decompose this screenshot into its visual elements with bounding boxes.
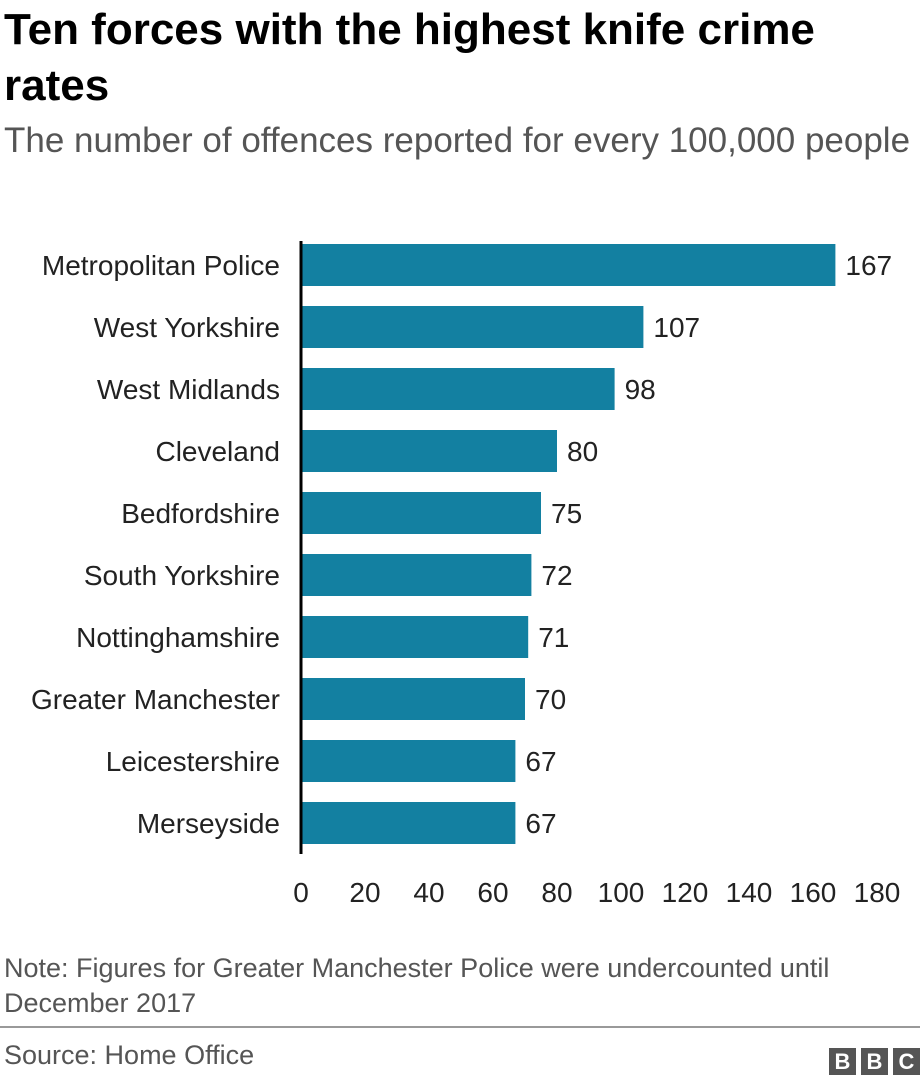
- bar: [302, 306, 644, 348]
- bar: [302, 616, 529, 658]
- data-label: 75: [551, 498, 582, 529]
- bar: [302, 244, 836, 286]
- bar: [302, 554, 532, 596]
- logo-letter: B: [829, 1048, 856, 1075]
- bar: [302, 802, 516, 844]
- footer-divider: [0, 1026, 920, 1028]
- x-tick-label: 120: [662, 877, 709, 908]
- x-tick-label: 140: [726, 877, 773, 908]
- x-tick-label: 160: [790, 877, 837, 908]
- category-label: Bedfordshire: [121, 498, 280, 529]
- logo-letter: B: [861, 1048, 888, 1075]
- x-tick-label: 40: [413, 877, 444, 908]
- category-label: South Yorkshire: [84, 560, 280, 591]
- data-label: 72: [541, 560, 572, 591]
- x-tick-label: 180: [854, 877, 901, 908]
- category-label: Leicestershire: [106, 746, 280, 777]
- bar: [302, 740, 516, 782]
- bbc-logo: B B C: [829, 1048, 920, 1075]
- x-tick-label: 0: [293, 877, 309, 908]
- data-label: 70: [535, 684, 566, 715]
- bar: [302, 492, 541, 534]
- x-tick-label: 20: [349, 877, 380, 908]
- x-tick-label: 80: [541, 877, 572, 908]
- data-label: 98: [625, 374, 656, 405]
- data-label: 67: [525, 746, 556, 777]
- category-label: Nottinghamshire: [76, 622, 280, 653]
- bar: [302, 368, 615, 410]
- source-credit: Source: Home Office: [4, 1040, 255, 1070]
- chart-title: Ten forces with the highest knife crime …: [4, 5, 815, 110]
- category-label: Merseyside: [137, 808, 280, 839]
- bar: [302, 430, 557, 472]
- bar-chart: Metropolitan Police 167 West Yorkshire 107 W…: [31, 241, 901, 908]
- category-label: West Yorkshire: [94, 312, 280, 343]
- chart-subtitle: The number of offences reported for ever…: [4, 121, 911, 160]
- category-label: Cleveland: [155, 436, 280, 467]
- x-tick-label: 60: [477, 877, 508, 908]
- data-label: 67: [525, 808, 556, 839]
- data-label: 80: [567, 436, 598, 467]
- category-label: Greater Manchester: [31, 684, 280, 715]
- logo-letter: C: [893, 1048, 920, 1075]
- data-label: 167: [845, 250, 892, 281]
- chart-note: Note: Figures for Greater Manchester Pol…: [4, 953, 830, 1018]
- x-tick-label: 100: [598, 877, 645, 908]
- data-label: 71: [538, 622, 569, 653]
- category-label: West Midlands: [97, 374, 280, 405]
- category-label: Metropolitan Police: [42, 250, 280, 281]
- data-label: 107: [653, 312, 700, 343]
- bar: [302, 678, 525, 720]
